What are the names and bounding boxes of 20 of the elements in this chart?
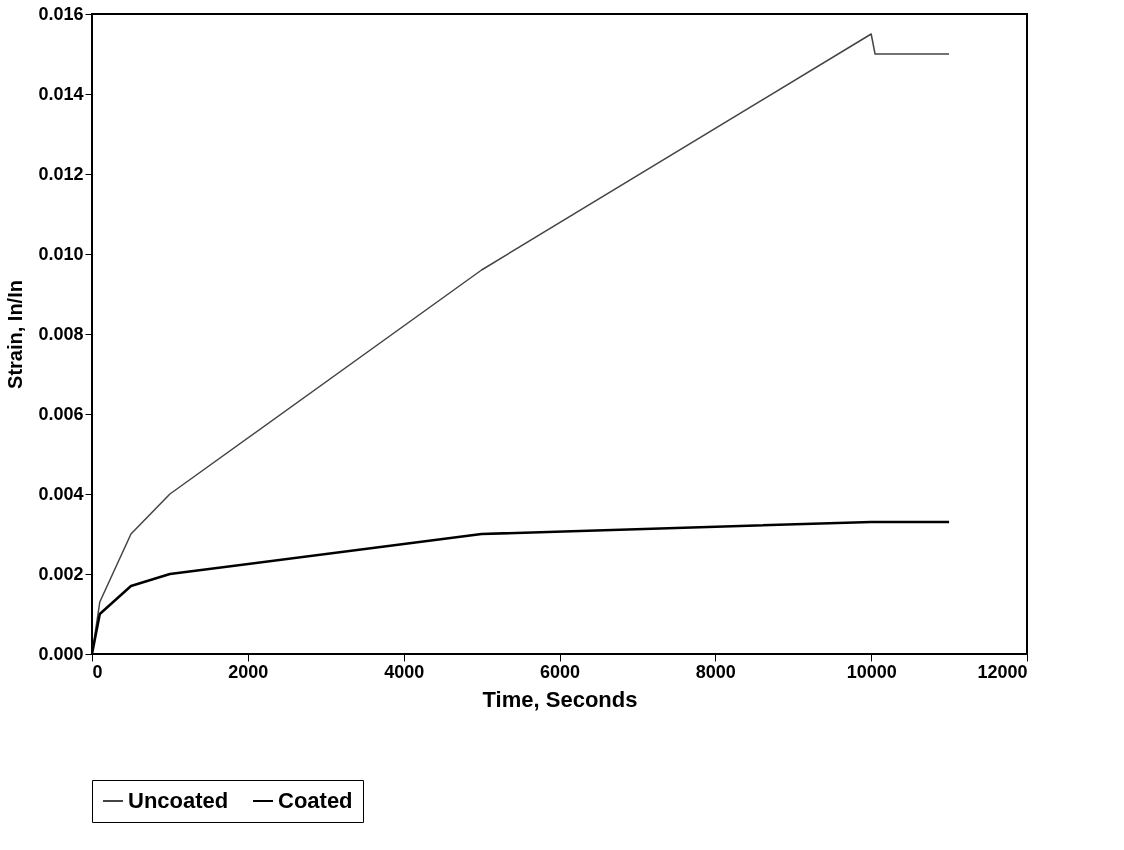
y-tick-label: 0.008	[38, 323, 84, 344]
x-tick-label: 6000	[539, 661, 581, 682]
y-tick-label: 0.006	[38, 403, 84, 424]
x-tick-label: 12000	[977, 661, 1028, 682]
y-tick-label: 0.012	[38, 163, 84, 184]
x-tick-label: 8000	[695, 661, 736, 682]
y-tick-label: 0.010	[38, 243, 84, 264]
x-axis-title: Time, Seconds	[482, 686, 638, 712]
x-tick-label: 4000	[384, 661, 425, 682]
legend-label: Uncoated	[128, 788, 229, 813]
y-tick-label: 0.016	[38, 3, 84, 24]
x-tick-label: 2000	[228, 661, 269, 682]
y-tick-label: 0.014	[38, 83, 84, 104]
y-axis-title: Strain, In/In	[4, 280, 27, 389]
y-tick-label: 0.004	[38, 483, 84, 504]
x-tick-label: 0	[92, 661, 103, 682]
x-tick-label: 10000	[846, 661, 897, 682]
legend-label: Coated	[278, 788, 353, 813]
y-tick-label: 0.002	[38, 563, 84, 584]
y-tick-label: 0.000	[38, 643, 84, 664]
